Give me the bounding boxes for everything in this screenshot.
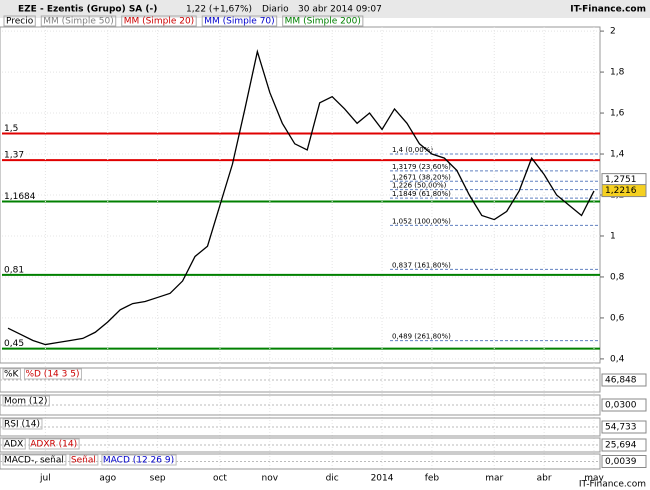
legend-entry: MM (Simple 70) — [204, 17, 274, 27]
indicator-name-box — [101, 454, 177, 466]
x-tick-label: nov — [262, 474, 279, 484]
y-tick-label: 1 — [610, 231, 616, 241]
quote: 1,22 (+1,67%) — [186, 5, 252, 15]
indicator-name: ADXR (14) — [30, 440, 77, 450]
y-tick-label: 2 — [610, 27, 616, 37]
x-tick-label: ago — [99, 474, 116, 484]
indicator-name-box — [69, 454, 99, 466]
level-label: 0,81 — [4, 265, 24, 275]
x-tick-label: 2014 — [371, 474, 394, 484]
indicator-value: 25,694 — [605, 441, 637, 451]
legend-box — [282, 15, 364, 27]
indicator-value: 0,0039 — [605, 457, 637, 467]
fib-label: 1,4 (0,00%) — [392, 146, 433, 154]
legend-box — [40, 15, 117, 27]
fib-label: 1,226 (50,00%) — [392, 182, 447, 190]
y-tick-label: 0,6 — [610, 313, 625, 323]
legend-box — [201, 15, 278, 27]
indicator-value-box — [601, 455, 647, 468]
indicator-value-box — [601, 420, 647, 434]
x-tick-label: oct — [213, 474, 227, 484]
indicator-name: MACD (12 26 9) — [103, 456, 174, 466]
period: Diario — [262, 5, 289, 15]
x-tick-label: may — [584, 474, 604, 484]
legend-entry: MM (Simple 200) — [285, 17, 361, 27]
indicator-name-box — [2, 438, 26, 450]
fib-label: 1,2671 (38,20%) — [392, 173, 451, 181]
level-label: 0,45 — [4, 339, 24, 349]
indicator-pane — [0, 437, 601, 453]
indicator-value-box — [601, 438, 647, 452]
x-tick-label: dic — [326, 474, 339, 484]
indicator-pane — [0, 394, 601, 416]
legend-box — [3, 15, 36, 27]
indicator-pane — [0, 417, 601, 437]
fib-label: 0,489 (261,80%) — [392, 333, 451, 341]
indicator-name: Señal — [71, 456, 96, 466]
x-tick-label: mar — [485, 474, 503, 484]
indicator-name-box — [2, 418, 43, 430]
price-line — [7, 49, 595, 346]
price-marker-label: 1,2751 — [605, 175, 637, 185]
indicator-name-box — [23, 368, 82, 380]
source: IT-Finance.com — [570, 5, 646, 15]
chart-title: EZE - Ezentis (Grupo) SA (-) — [18, 5, 157, 15]
legend-entry: Precio — [6, 17, 34, 27]
x-tick-label: feb — [425, 474, 440, 484]
y-tick-label: 1,6 — [610, 109, 625, 119]
indicator-name-box — [2, 454, 67, 466]
fib-label: 1,1849 (61,80%) — [392, 190, 451, 198]
indicator-name-box — [2, 395, 50, 407]
legend-box — [121, 15, 197, 27]
x-tick-label: jul — [39, 474, 51, 484]
level-label: 1,1684 — [4, 192, 36, 202]
indicator-value: 46,848 — [605, 376, 637, 386]
x-tick-label: abr — [537, 474, 552, 484]
legend-entry: MM (Simple 50) — [43, 17, 113, 27]
y-tick-label: 1,8 — [610, 68, 625, 78]
price-marker-label: 1,2216 — [605, 186, 637, 196]
indicator-name: ADX — [4, 440, 23, 450]
fib-label: 1,052 (100,00%) — [392, 217, 451, 225]
indicator-name-box — [2, 368, 21, 380]
legend-entry: MM (Simple 20) — [124, 17, 194, 27]
fib-label: 1,3179 (23,60%) — [392, 163, 451, 171]
fib-label: 0,837 (161,80%) — [392, 261, 451, 269]
indicator-value-box — [601, 373, 647, 387]
indicator-name: MACD-, señal — [4, 456, 64, 466]
header-bar — [0, 0, 650, 18]
level-label: 1,5 — [4, 124, 18, 134]
indicator-value-box — [601, 398, 647, 412]
y-tick-label: 1,4 — [610, 150, 625, 160]
indicator-value: 54,733 — [605, 423, 637, 433]
x-tick-label: sep — [150, 474, 166, 484]
date: 30 abr 2014 09:07 — [298, 5, 382, 15]
level-label: 1,37 — [4, 151, 24, 161]
indicator-name-box — [28, 438, 80, 450]
indicator-name: RSI (14) — [4, 420, 40, 430]
indicator-pane — [0, 367, 601, 393]
indicator-name: Mom (12) — [4, 397, 47, 407]
y-tick-label: 0,4 — [610, 354, 625, 364]
indicator-name: %K — [4, 370, 20, 380]
indicator-name: %D (14 3 5) — [25, 370, 79, 380]
price-marker — [601, 184, 647, 198]
footer-source: IT-Finance.com — [579, 480, 646, 490]
indicator-pane — [0, 453, 601, 470]
indicator-value: 0,0300 — [605, 401, 637, 411]
y-tick-label: 0,8 — [610, 272, 625, 282]
